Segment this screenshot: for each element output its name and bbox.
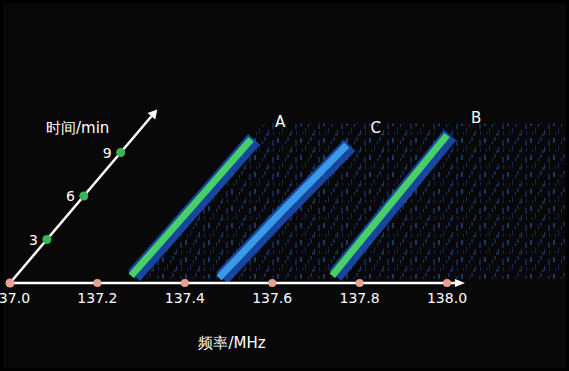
x-tick (6, 279, 14, 287)
x-tick-label: 137.0 (0, 290, 30, 306)
y-tick-label: 3 (29, 232, 38, 248)
x-axis-title: 频率/MHz (198, 334, 265, 352)
x-tick (181, 279, 189, 287)
x-tick-label: 137.4 (165, 290, 205, 306)
y-axis-title: 时间/min (46, 119, 109, 137)
origin (6, 279, 15, 288)
y-tick-label: 6 (66, 188, 75, 204)
y-tick (116, 148, 125, 157)
y-axis-arrow (148, 109, 158, 119)
x-tick-label: 137.2 (77, 290, 117, 306)
x-tick (443, 279, 451, 287)
y-axis (10, 116, 151, 283)
chart: A C B 137.0 137.2 137.4 137.6 137.8 138.0 频率/MHz 3… (0, 0, 569, 371)
noise-floor (132, 124, 565, 279)
x-tick-label: 137.8 (340, 290, 380, 306)
traces (131, 135, 450, 278)
y-tick (42, 235, 51, 244)
trace-label: B (471, 109, 481, 127)
y-tick-label: 9 (103, 145, 112, 161)
panel (3, 3, 566, 368)
x-tick (356, 279, 364, 287)
y-tick (79, 192, 88, 201)
x-tick-label: 138.0 (427, 290, 467, 306)
background (0, 0, 569, 371)
x-tick-label: 137.6 (252, 290, 292, 306)
trace (219, 145, 347, 278)
x-axis-arrow (455, 279, 465, 287)
x-tick (93, 279, 101, 287)
trace (332, 135, 447, 276)
x-axis (10, 282, 457, 285)
trace-label: C (370, 119, 380, 137)
trace-label: A (275, 113, 286, 131)
x-tick (268, 279, 276, 287)
